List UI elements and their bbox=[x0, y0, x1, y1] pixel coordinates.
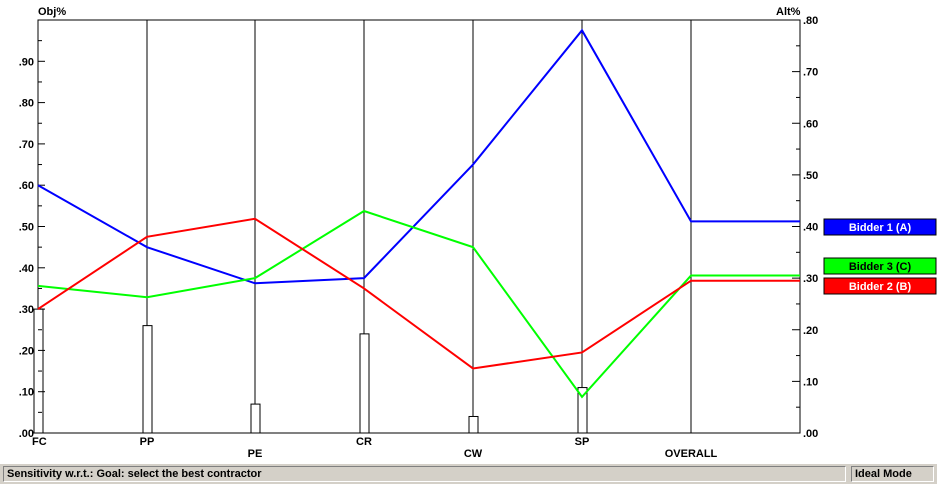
legend-label: Bidder 1 (A) bbox=[849, 222, 912, 234]
right-axis-tick-label: .50 bbox=[803, 170, 818, 182]
category-label[interactable]: CW bbox=[464, 448, 483, 460]
left-axis-tick-label: .40 bbox=[19, 263, 34, 275]
right-axis-tick-label: .20 bbox=[803, 325, 818, 337]
left-axis-tick-label: .60 bbox=[19, 180, 34, 192]
category-label[interactable]: PE bbox=[248, 448, 263, 460]
objective-weight-bar[interactable] bbox=[359, 333, 370, 434]
objective-weight-bar[interactable] bbox=[468, 415, 479, 434]
sensitivity-chart: .00 .10 .20 .30 .40 .50 .60 .70 .80 .90 .00 .10 .20… bbox=[19, 6, 937, 460]
category-label[interactable]: FC bbox=[32, 436, 47, 448]
left-axis-tick-label: .80 bbox=[19, 98, 34, 110]
left-axis-tick-label: .30 bbox=[19, 304, 34, 316]
series-line[interactable] bbox=[37, 209, 800, 399]
right-axis-tick-label: .10 bbox=[803, 376, 818, 388]
right-axis-tick-label: .00 bbox=[803, 428, 818, 440]
left-axis-tick-label: .00 bbox=[19, 428, 34, 440]
right-axis-tick-label: .30 bbox=[803, 273, 818, 285]
category-label[interactable]: SP bbox=[575, 436, 590, 448]
legend-box[interactable] bbox=[823, 218, 937, 236]
objective-weight-bar[interactable] bbox=[250, 403, 261, 434]
legend-box[interactable] bbox=[823, 277, 937, 295]
right-axis-label: Alt% bbox=[776, 6, 801, 18]
status-mode[interactable]: Ideal Mode bbox=[851, 466, 934, 482]
category-label[interactable]: CR bbox=[356, 436, 372, 448]
left-axis-tick-label: .90 bbox=[19, 56, 34, 68]
legend-box[interactable] bbox=[823, 257, 937, 275]
left-axis-tick-label: .10 bbox=[19, 387, 34, 399]
right-axis-tick-label: .40 bbox=[803, 222, 818, 234]
status-bar: Sensitivity w.r.t.: Goal: select the bes… bbox=[0, 463, 937, 484]
objective-weight-bar[interactable] bbox=[142, 325, 153, 434]
series-line[interactable] bbox=[37, 28, 800, 285]
right-axis-tick-label: .60 bbox=[803, 118, 818, 130]
left-axis-tick-label: .50 bbox=[19, 222, 34, 234]
plot-area bbox=[37, 19, 801, 434]
legend-label: Bidder 3 (C) bbox=[849, 261, 912, 273]
status-sensitivity-text: Sensitivity w.r.t.: Goal: select the bes… bbox=[3, 466, 846, 482]
legend-label: Bidder 2 (B) bbox=[849, 281, 912, 293]
right-axis-tick-label: .70 bbox=[803, 67, 818, 79]
left-axis-label: Obj% bbox=[38, 6, 66, 18]
category-label[interactable]: OVERALL bbox=[665, 448, 718, 460]
left-axis-tick-label: .20 bbox=[19, 345, 34, 357]
right-axis-tick-label: .80 bbox=[803, 15, 818, 27]
series-line[interactable] bbox=[37, 217, 800, 370]
left-axis-tick-label: .70 bbox=[19, 139, 34, 151]
category-label[interactable]: PP bbox=[140, 436, 155, 448]
objective-weight-bar[interactable] bbox=[577, 387, 588, 434]
